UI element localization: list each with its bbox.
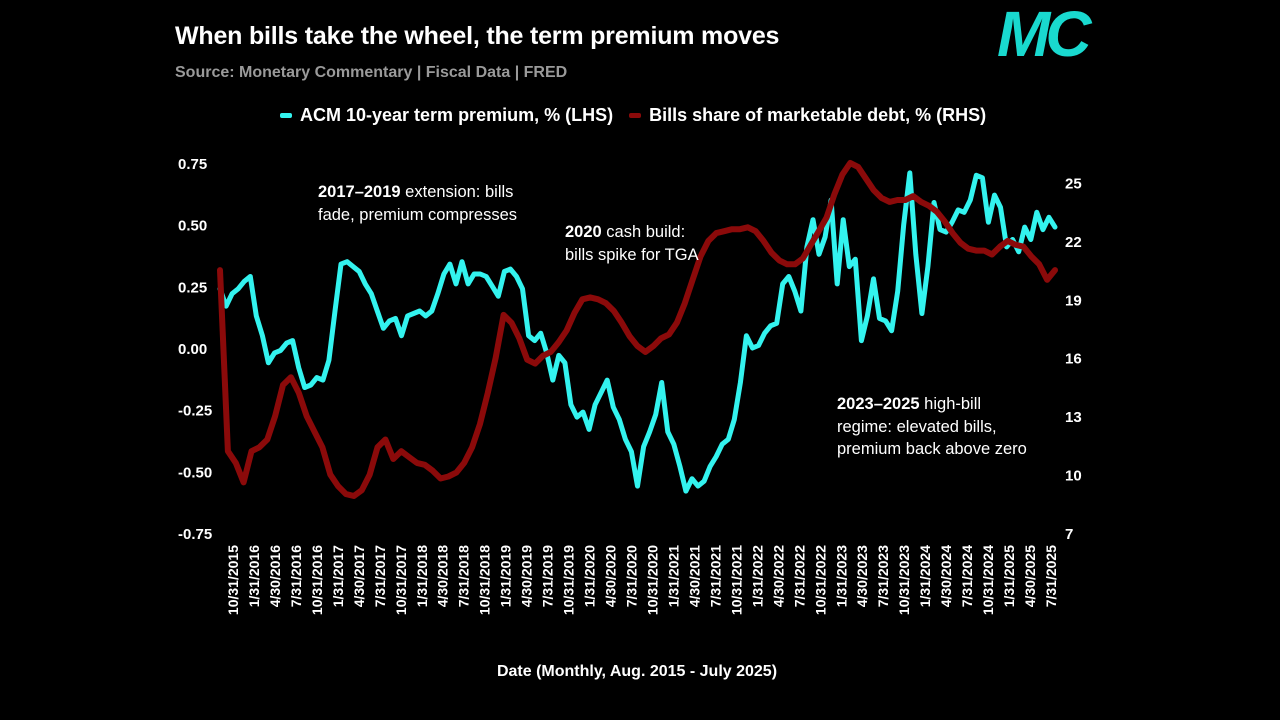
x-axis-title: Date (Monthly, Aug. 2015 - July 2025) bbox=[496, 663, 778, 680]
chart-legend: ACM 10-year term premium, % (LHS) Bills … bbox=[280, 105, 1002, 126]
y-tick-label-left: 0.50 bbox=[178, 218, 207, 235]
annotation-2017-2019: 2017–2019 extension: bills fade, premium… bbox=[318, 183, 517, 224]
x-tick-label: 4/30/2016 bbox=[267, 545, 283, 607]
x-tick-label: 4/30/2025 bbox=[1022, 545, 1038, 607]
x-tick-label: 7/31/2023 bbox=[875, 545, 891, 607]
legend-item-term-premium: ACM 10-year term premium, % (LHS) bbox=[280, 105, 613, 126]
x-tick-label: 10/31/2015 bbox=[225, 545, 241, 615]
y-tick-label-left: -0.50 bbox=[178, 464, 212, 481]
y-tick-label-right: 16 bbox=[1065, 351, 1082, 368]
y-tick-label-right: 7 bbox=[1065, 526, 1073, 543]
bills-share-line bbox=[217, 160, 1058, 499]
x-tick-label: 10/31/2021 bbox=[728, 545, 744, 615]
mc-logo: MC bbox=[997, 0, 1097, 68]
x-tick-label: 1/31/2020 bbox=[582, 545, 598, 607]
x-tick-label: 10/31/2019 bbox=[561, 545, 577, 615]
x-tick-label: 10/31/2024 bbox=[980, 545, 996, 615]
x-tick-label: 1/31/2024 bbox=[917, 545, 933, 607]
x-tick-label: 1/31/2021 bbox=[665, 545, 681, 607]
y-tick-label-left: 0.75 bbox=[178, 156, 207, 173]
x-tick-label: 7/31/2019 bbox=[540, 545, 556, 607]
x-tick-label: 10/31/2016 bbox=[309, 545, 325, 615]
x-tick-label: 4/30/2024 bbox=[938, 545, 954, 607]
x-tick-label: 1/31/2016 bbox=[246, 545, 262, 607]
x-tick-label: 4/30/2020 bbox=[603, 545, 619, 607]
mc-logo-text: MC bbox=[997, 0, 1092, 68]
x-tick-label: 10/31/2022 bbox=[812, 545, 828, 615]
term-premium-line bbox=[217, 170, 1058, 494]
x-tick-label: 4/30/2023 bbox=[854, 545, 870, 607]
x-tick-label: 7/31/2017 bbox=[372, 545, 388, 607]
x-tick-label: 1/31/2017 bbox=[330, 545, 346, 607]
x-tick-label: 4/30/2018 bbox=[435, 545, 451, 607]
annotation-2020: 2020 cash build: bills spike for TGA bbox=[565, 223, 699, 264]
x-tick-label: 7/31/2016 bbox=[288, 545, 304, 607]
x-tick-label: 10/31/2023 bbox=[896, 545, 912, 615]
legend-label-term-premium: ACM 10-year term premium, % (LHS) bbox=[300, 105, 614, 125]
x-tick-label: 4/30/2019 bbox=[519, 545, 535, 607]
x-tick-label: 10/31/2020 bbox=[644, 545, 660, 615]
x-tick-label: 10/31/2017 bbox=[393, 545, 409, 615]
legend-label-bills-share: Bills share of marketable debt, % (RHS) bbox=[649, 105, 987, 125]
y-tick-label-right: 25 bbox=[1065, 175, 1082, 192]
y-tick-label-right: 19 bbox=[1065, 292, 1082, 309]
y-tick-label-left: 0.00 bbox=[178, 341, 207, 358]
x-tick-label: 1/31/2025 bbox=[1001, 545, 1017, 607]
x-tick-label: 7/31/2024 bbox=[959, 545, 975, 607]
y-tick-label-left: -0.75 bbox=[178, 526, 212, 543]
chart-title: When bills take the wheel, the term prem… bbox=[175, 22, 780, 50]
x-tick-label: 1/31/2018 bbox=[414, 545, 430, 607]
x-tick-label: 7/31/2025 bbox=[1043, 545, 1059, 607]
x-tick-label: 7/31/2020 bbox=[624, 545, 640, 607]
annotation-2023-2025: 2023–2025 high-bill regime: elevated bil… bbox=[837, 395, 1027, 458]
x-tick-label: 1/31/2019 bbox=[498, 545, 514, 607]
x-tick-label: 10/31/2018 bbox=[477, 545, 493, 615]
y-tick-label-left: -0.25 bbox=[178, 403, 212, 420]
y-tick-label-right: 10 bbox=[1065, 468, 1082, 485]
y-tick-label-right: 13 bbox=[1065, 409, 1082, 426]
y-tick-label-right: 22 bbox=[1065, 234, 1082, 251]
x-tick-label: 7/31/2021 bbox=[707, 545, 723, 607]
x-tick-label: 7/31/2018 bbox=[456, 545, 472, 607]
legend-item-bills-share: Bills share of marketable debt, % (RHS) bbox=[629, 105, 986, 126]
x-tick-label: 4/30/2017 bbox=[351, 545, 367, 607]
legend-swatch-bills-share bbox=[629, 113, 642, 118]
x-tick-label: 4/30/2022 bbox=[770, 545, 786, 607]
x-tick-label: 1/31/2022 bbox=[749, 545, 765, 607]
x-tick-label: 4/30/2021 bbox=[686, 545, 702, 607]
legend-swatch-term-premium bbox=[280, 113, 292, 118]
chart-subtitle: Source: Monetary Commentary | Fiscal Dat… bbox=[175, 64, 568, 81]
x-tick-label: 1/31/2023 bbox=[833, 545, 849, 607]
y-tick-label-left: 0.25 bbox=[178, 279, 207, 296]
x-tick-label: 7/31/2022 bbox=[791, 545, 807, 607]
